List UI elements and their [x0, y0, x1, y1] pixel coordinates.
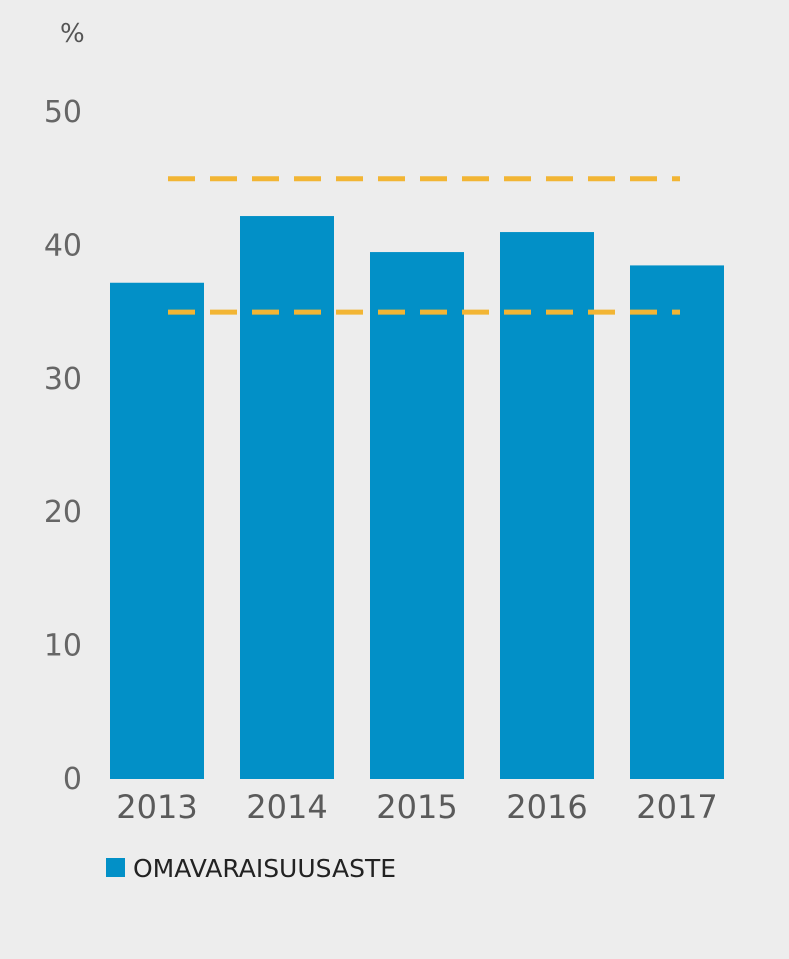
y-axis-ticks: 0 10 20 30 40 50	[44, 95, 82, 797]
bar-2016	[500, 232, 594, 779]
legend-swatch	[106, 858, 125, 877]
legend-label: OMAVARAISUUSASTE	[133, 854, 396, 883]
x-tick-label: 2014	[246, 788, 327, 826]
y-tick-label: 40	[44, 228, 82, 263]
x-tick-label: 2016	[506, 788, 587, 826]
x-tick-label: 2017	[636, 788, 717, 826]
bar-2015	[370, 252, 464, 779]
y-tick-label: 50	[44, 95, 82, 130]
bar-2014	[240, 216, 334, 779]
y-tick-label: 20	[44, 495, 82, 530]
y-tick-label: 10	[44, 629, 82, 664]
y-tick-label: 0	[63, 762, 82, 797]
target-lines-group	[168, 176, 680, 315]
x-tick-label: 2015	[376, 788, 457, 826]
bar-2013	[110, 282, 204, 779]
bar-2017	[630, 265, 724, 779]
x-axis-labels: 2013 2014 2015 2016 2017	[116, 788, 717, 826]
y-tick-label: 30	[44, 362, 82, 397]
bars-group	[110, 216, 724, 779]
y-axis-unit-label: %	[60, 19, 85, 49]
x-tick-label: 2013	[116, 788, 197, 826]
legend: OMAVARAISUUSASTE	[106, 854, 396, 883]
